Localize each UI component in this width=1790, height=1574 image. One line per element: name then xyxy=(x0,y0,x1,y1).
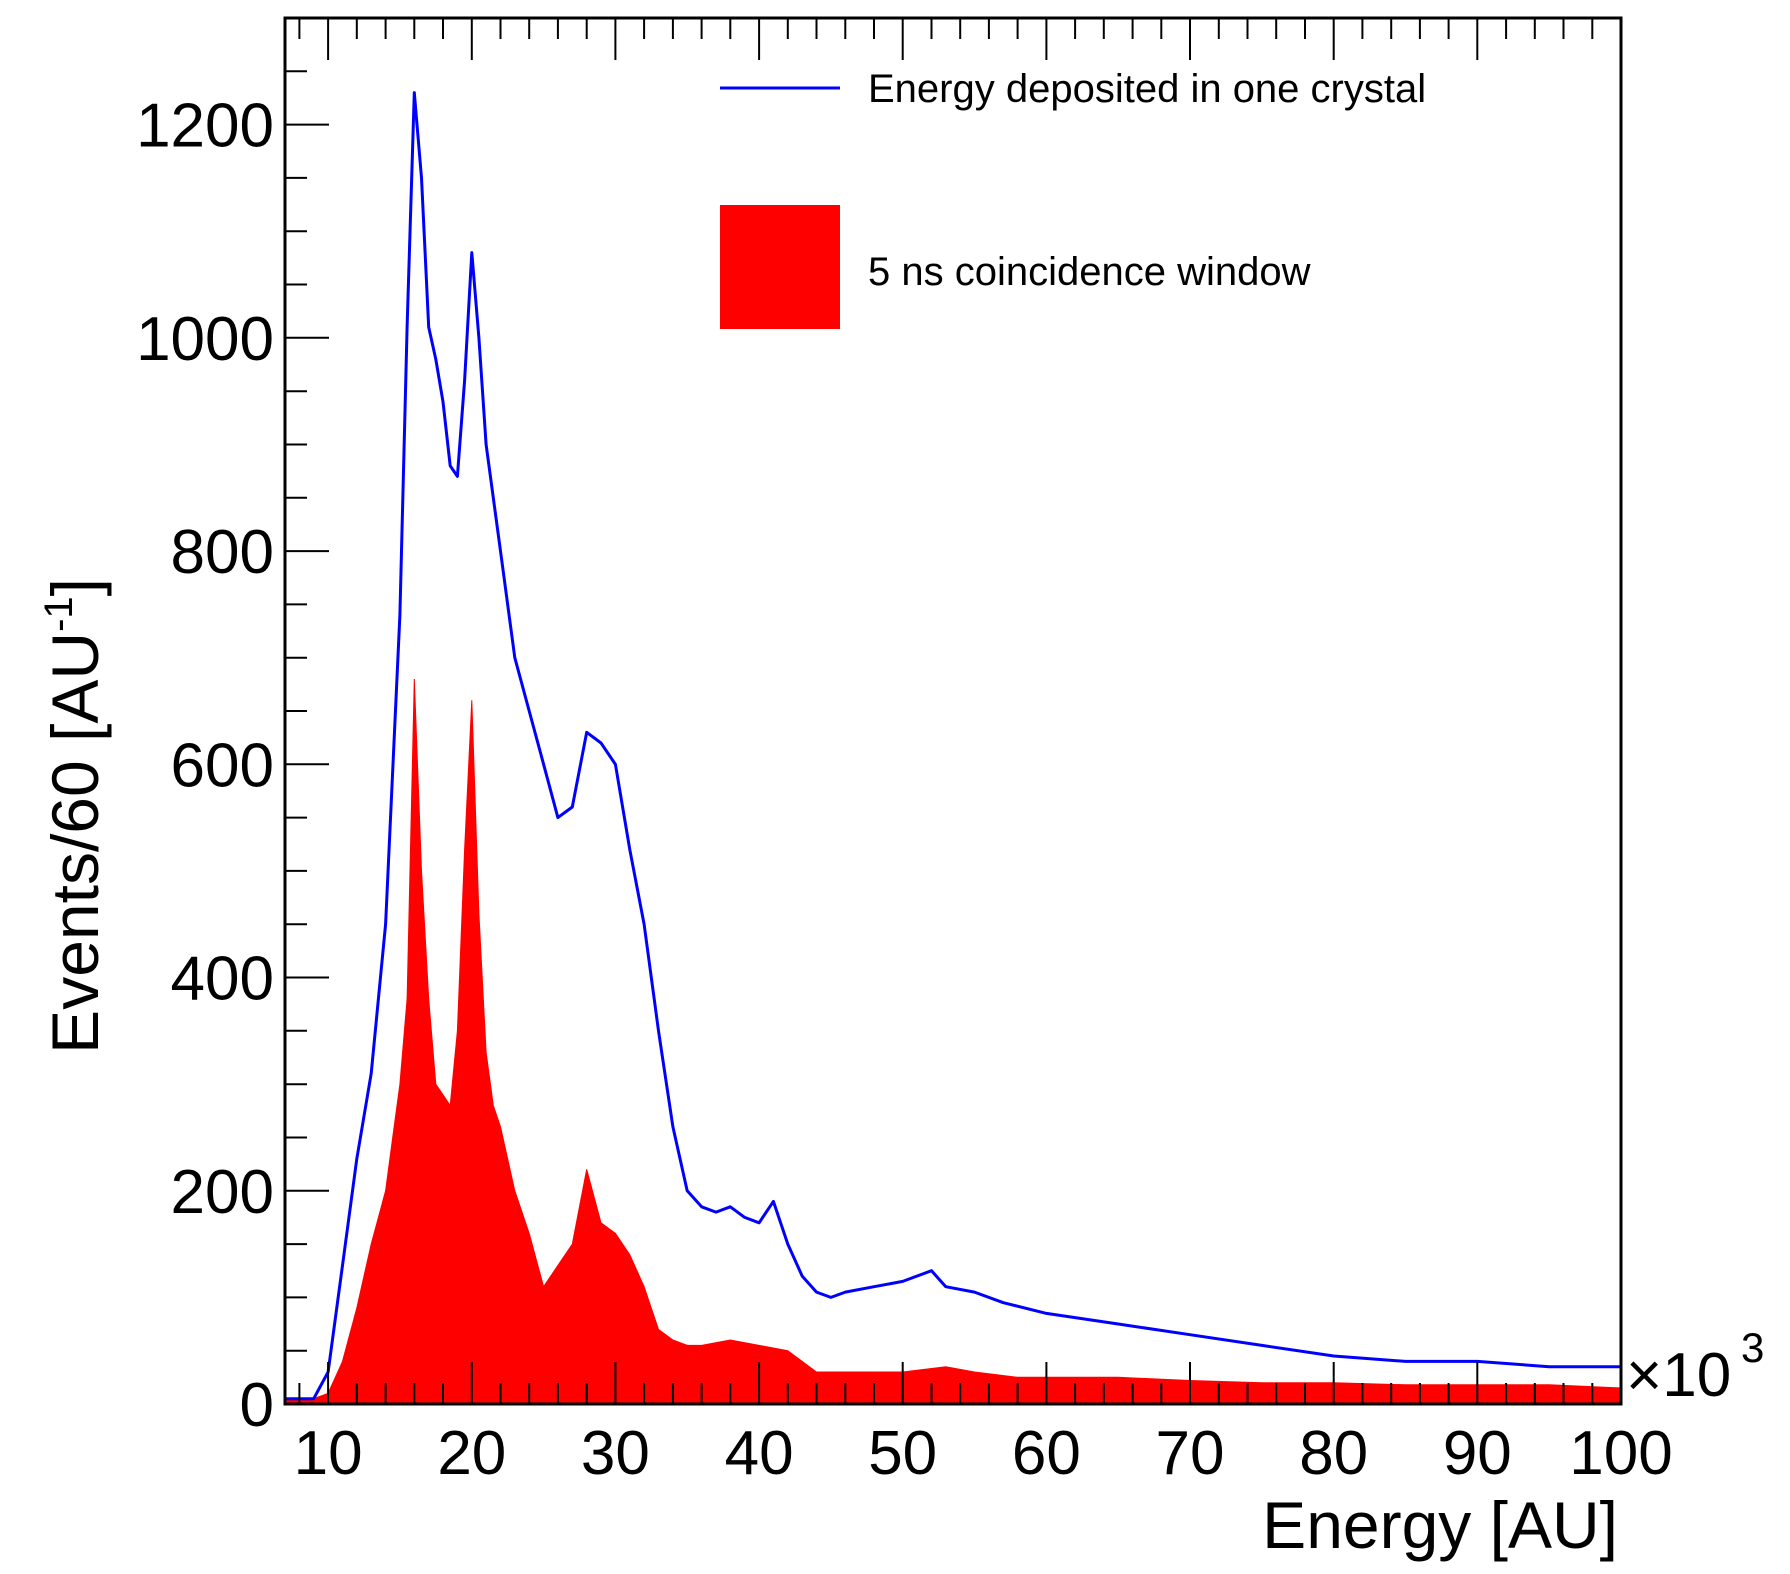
y-tick-label: 800 xyxy=(171,518,274,587)
x-tick-label: 100 xyxy=(1569,1419,1672,1488)
legend: Energy deposited in one crystal 5 ns coi… xyxy=(720,67,1426,329)
series-single-crystal-line xyxy=(285,91,1621,1401)
y-tick-label: 1000 xyxy=(136,305,274,374)
x-multiplier-base: ×10 xyxy=(1626,1341,1731,1410)
y-tick-label: 0 xyxy=(240,1371,274,1440)
y-tick-label: 600 xyxy=(171,731,274,800)
y-axis-title-suffix: ] xyxy=(38,578,112,596)
y-axis-title-superscript: -1 xyxy=(37,596,81,632)
x-tick-label: 30 xyxy=(581,1419,650,1488)
y-axis: 0 200 400 600 800 1000 1200 xyxy=(136,17,329,1440)
y-tick-label: 1200 xyxy=(136,92,274,161)
x-multiplier: ×10 3 xyxy=(1626,1324,1764,1410)
x-axis-title: Energy [AU] xyxy=(1262,1488,1618,1562)
legend-label-blue: Energy deposited in one crystal xyxy=(868,67,1426,111)
x-tick-label: 40 xyxy=(725,1419,794,1488)
series-coincidence-fill xyxy=(284,678,1622,1405)
x-tick-label: 60 xyxy=(1012,1419,1081,1488)
legend-swatch-red xyxy=(720,205,840,329)
x-axis: 10 20 30 40 50 60 70 80 90 100 xyxy=(294,18,1673,1488)
y-axis-title: Events/60 [AU-1] xyxy=(37,578,112,1054)
x-tick-label: 90 xyxy=(1443,1419,1512,1488)
y-axis-title-text: Events/60 [AU-1] xyxy=(37,578,112,1054)
y-tick-label: 200 xyxy=(171,1158,274,1227)
x-tick-label: 20 xyxy=(437,1419,506,1488)
series-layer xyxy=(284,91,1622,1405)
y-axis-title-main: Events/60 [AU xyxy=(38,632,112,1054)
y-tick-label: 400 xyxy=(171,945,274,1014)
x-tick-label: 10 xyxy=(294,1419,363,1488)
x-tick-label: 80 xyxy=(1299,1419,1368,1488)
x-multiplier-exponent: 3 xyxy=(1741,1324,1764,1371)
legend-label-red: 5 ns coincidence window xyxy=(868,250,1311,294)
x-tick-label: 70 xyxy=(1156,1419,1225,1488)
x-tick-label: 50 xyxy=(868,1419,937,1488)
